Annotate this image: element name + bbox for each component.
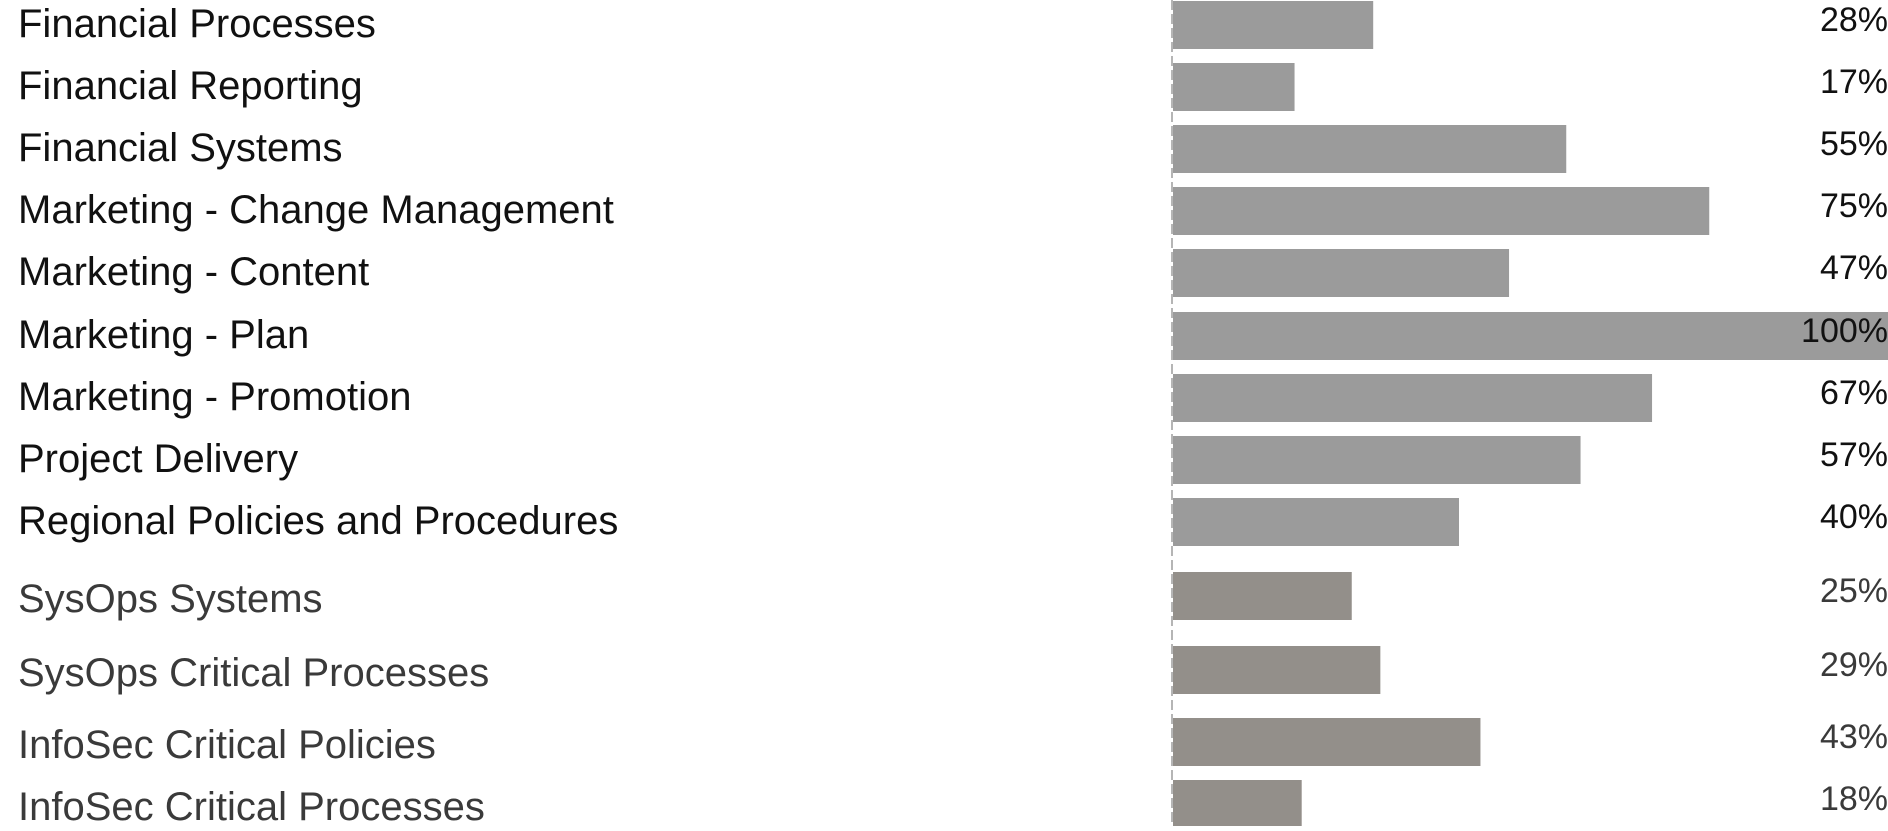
bar [1173,718,1481,766]
value-label: 28% [1819,1,1888,39]
bar [1173,780,1302,828]
category-label: SysOps Critical Processes [18,651,490,695]
category-label: Financial Processes [18,2,376,46]
value-label: 67% [1819,374,1888,412]
bar [1173,1,1374,49]
category-label: InfoSec Critical Processes [18,785,485,829]
category-label: Marketing - Change Management [18,188,614,232]
category-label: Project Delivery [18,437,299,481]
category-label: Marketing - Content [18,250,370,294]
bar [1173,249,1510,297]
bar [1173,187,1710,235]
category-label: SysOps Systems [18,577,323,621]
value-label: 43% [1819,718,1888,756]
bar [1173,436,1581,484]
value-label: 75% [1819,187,1888,225]
value-label: 55% [1819,125,1888,163]
value-label: 47% [1819,249,1888,287]
value-label: 25% [1819,572,1888,610]
bar [1173,63,1295,111]
bar [1173,312,1888,360]
bar [1173,646,1381,694]
category-label: Regional Policies and Procedures [18,499,619,543]
category-label: Marketing - Plan [18,313,310,357]
bar [1173,498,1459,546]
category-label: Marketing - Promotion [18,375,412,419]
value-label: 100% [1801,312,1888,350]
value-label: 18% [1819,780,1888,818]
value-label: 57% [1819,436,1888,474]
bar [1173,374,1653,422]
bar [1173,125,1567,173]
category-label: InfoSec Critical Policies [18,723,436,767]
bar [1173,572,1352,620]
value-label: 29% [1819,646,1888,684]
value-label: 17% [1819,63,1888,101]
value-label: 40% [1819,498,1888,536]
category-label: Financial Systems [18,126,343,170]
category-label: Financial Reporting [18,64,363,108]
